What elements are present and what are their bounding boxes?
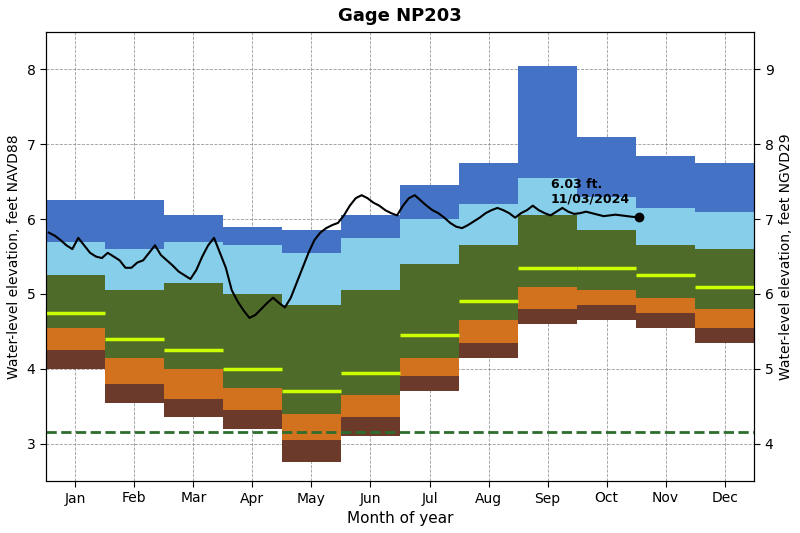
Bar xyxy=(577,305,636,320)
Bar xyxy=(341,290,400,395)
Bar xyxy=(695,249,754,309)
Bar xyxy=(459,245,518,320)
Bar xyxy=(46,328,105,350)
Bar xyxy=(695,328,754,343)
Bar xyxy=(636,298,695,313)
Bar xyxy=(459,343,518,358)
X-axis label: Month of year: Month of year xyxy=(346,511,454,526)
Bar xyxy=(223,227,282,245)
Bar xyxy=(636,208,695,245)
Bar xyxy=(164,369,223,399)
Bar xyxy=(636,156,695,208)
Bar xyxy=(46,350,105,369)
Bar xyxy=(577,290,636,305)
Bar xyxy=(341,395,400,417)
Bar xyxy=(223,410,282,429)
Bar xyxy=(400,376,459,391)
Bar xyxy=(341,215,400,238)
Bar xyxy=(636,245,695,298)
Y-axis label: Water-level elevation, feet NGVD29: Water-level elevation, feet NGVD29 xyxy=(779,133,793,380)
Bar xyxy=(695,212,754,249)
Bar xyxy=(636,313,695,328)
Bar xyxy=(577,230,636,290)
Bar xyxy=(282,230,341,253)
Bar xyxy=(695,309,754,328)
Bar xyxy=(105,290,164,358)
Bar xyxy=(46,200,105,241)
Bar xyxy=(282,440,341,462)
Bar xyxy=(400,358,459,376)
Title: Gage NP203: Gage NP203 xyxy=(338,7,462,25)
Bar xyxy=(223,245,282,294)
Bar xyxy=(164,215,223,241)
Bar xyxy=(341,238,400,290)
Bar xyxy=(341,417,400,436)
Bar xyxy=(518,287,577,309)
Bar xyxy=(164,399,223,417)
Bar xyxy=(282,253,341,305)
Bar xyxy=(105,249,164,290)
Bar xyxy=(282,305,341,414)
Bar xyxy=(46,241,105,275)
Bar xyxy=(518,66,577,178)
Bar xyxy=(164,241,223,283)
Bar xyxy=(459,163,518,204)
Bar xyxy=(105,358,164,384)
Y-axis label: Water-level elevation, feet NAVD88: Water-level elevation, feet NAVD88 xyxy=(7,134,21,379)
Bar xyxy=(400,219,459,264)
Bar xyxy=(695,163,754,212)
Bar xyxy=(518,309,577,324)
Bar xyxy=(223,294,282,387)
Bar xyxy=(577,197,636,230)
Bar xyxy=(577,137,636,197)
Bar xyxy=(518,178,577,215)
Bar xyxy=(105,384,164,402)
Bar xyxy=(459,204,518,245)
Bar xyxy=(459,320,518,343)
Bar xyxy=(400,185,459,219)
Text: 6.03 ft.
11/03/2024: 6.03 ft. 11/03/2024 xyxy=(550,177,630,206)
Bar xyxy=(400,264,459,358)
Bar xyxy=(518,215,577,287)
Bar xyxy=(164,283,223,369)
Bar xyxy=(46,275,105,328)
Bar xyxy=(282,414,341,440)
Bar xyxy=(223,387,282,410)
Bar xyxy=(105,200,164,249)
